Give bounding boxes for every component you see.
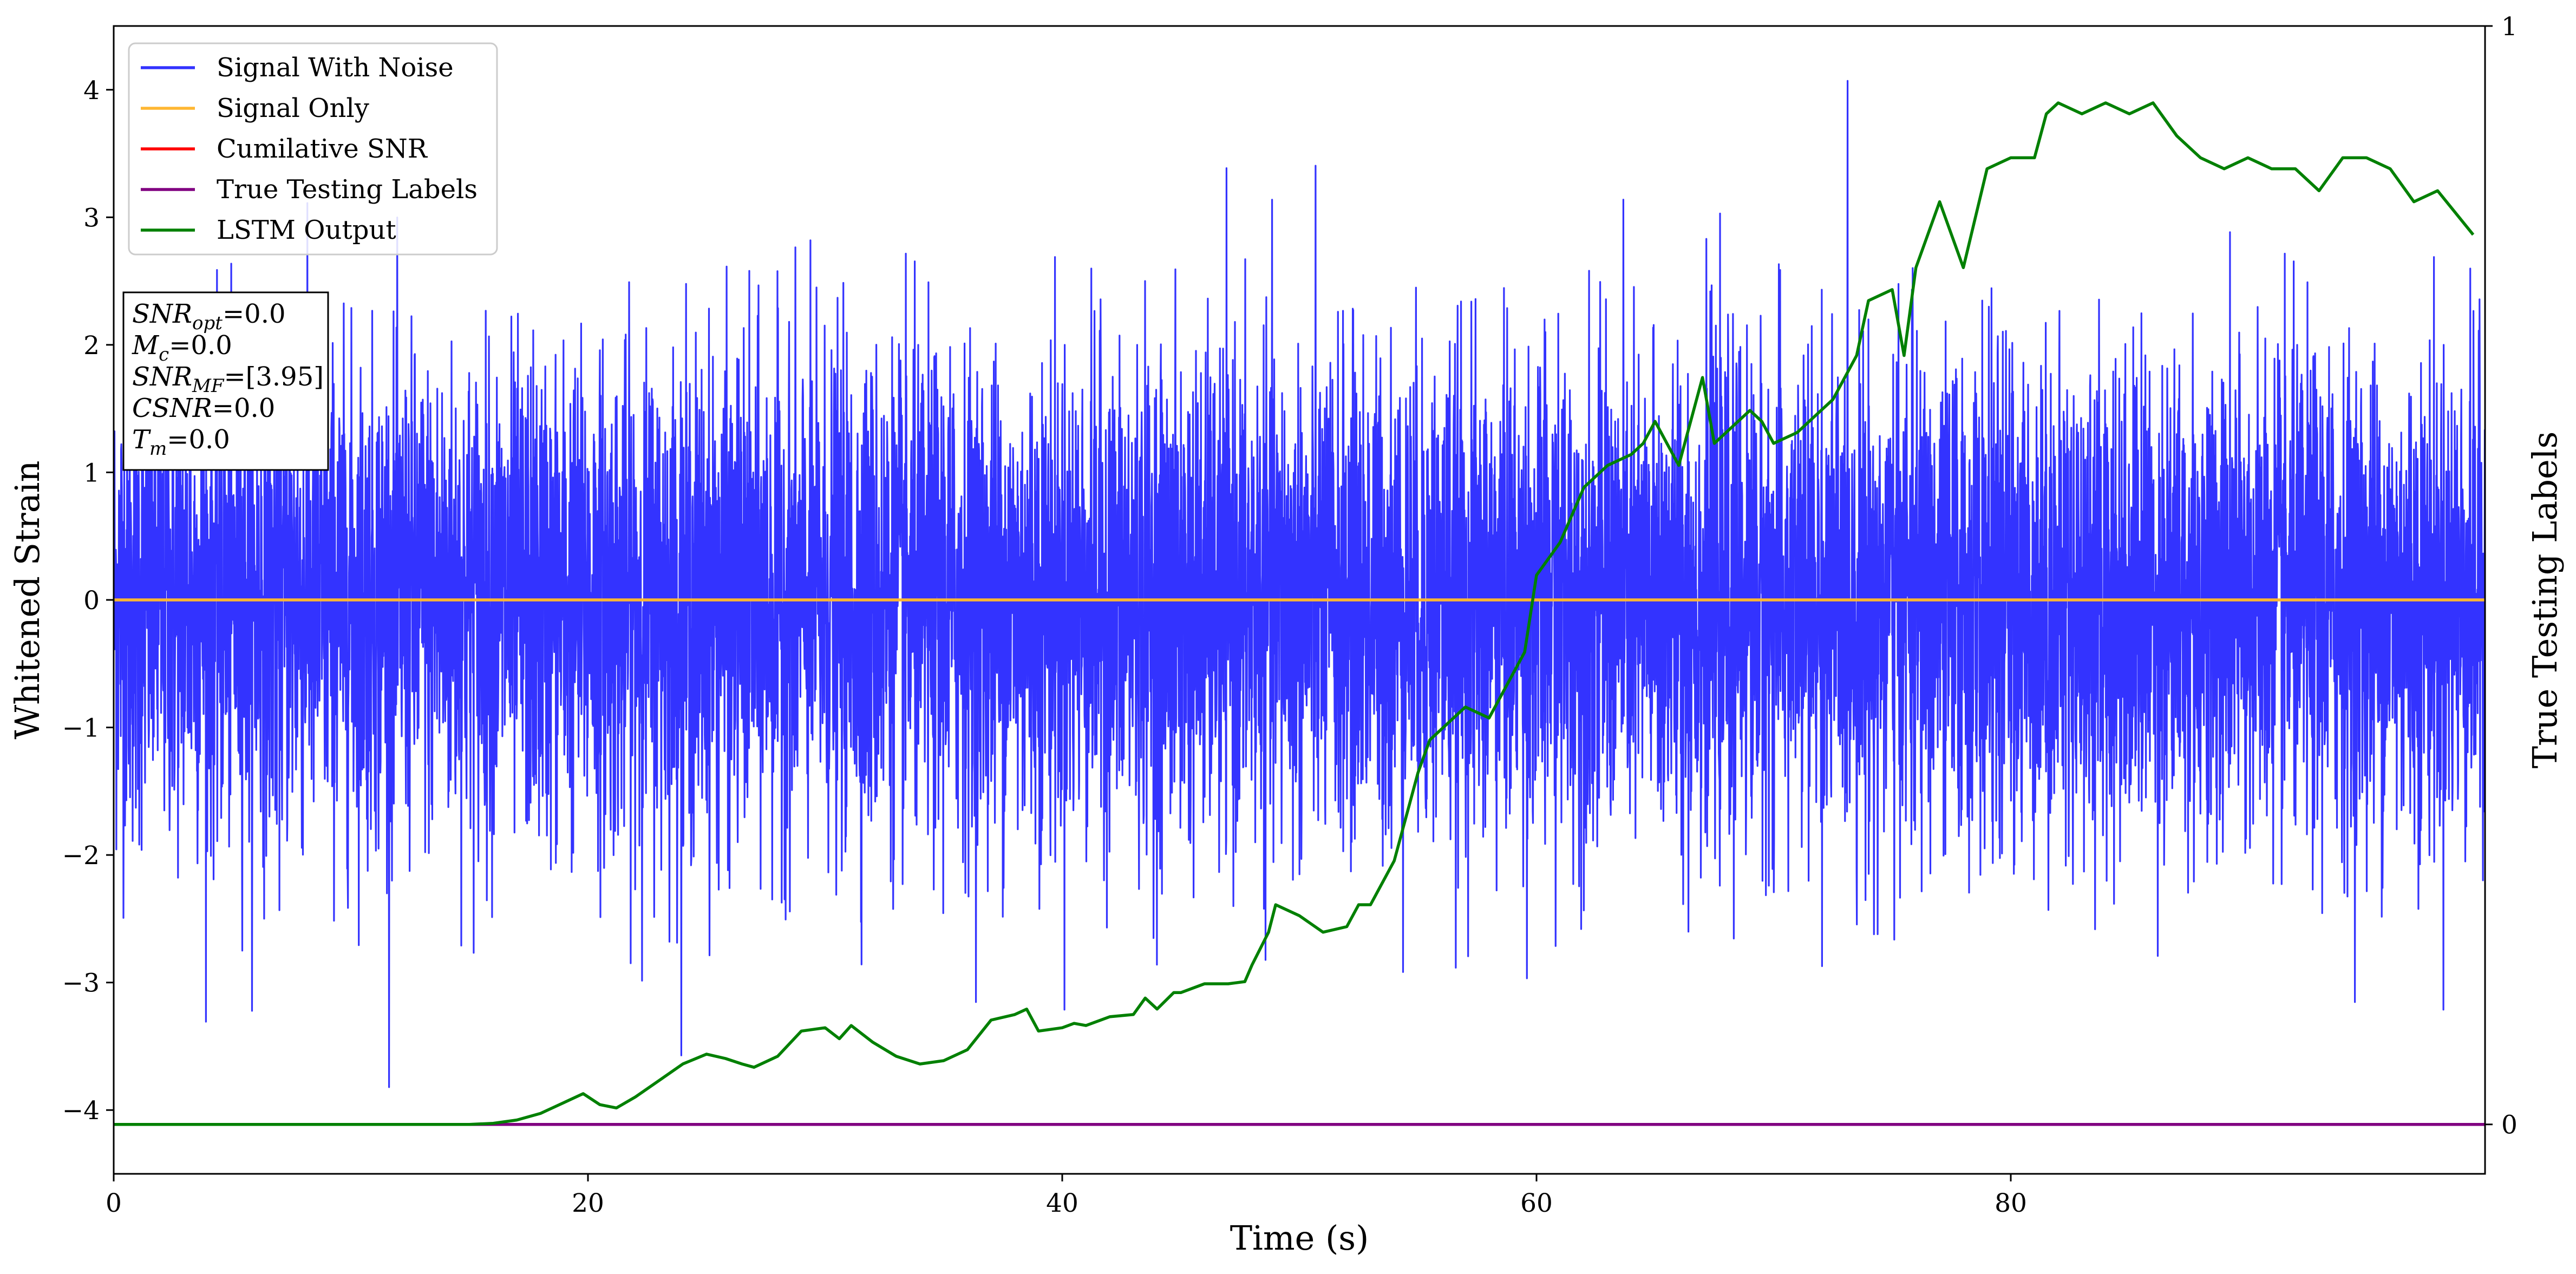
- annotation-line: SNRopt=0.0: [132, 299, 286, 334]
- y-tick-label: −2: [62, 841, 100, 871]
- legend-label: Signal With Noise: [217, 53, 454, 83]
- lstm-output-line: [114, 101, 2475, 1126]
- parameter-annotation-box: SNRopt=0.0Mc=0.0SNRMF=[3.95]CSNR=0.0Tm=0…: [122, 291, 329, 471]
- signal-with-noise-series: [114, 80, 2485, 1088]
- y-tick-label: −4: [62, 1096, 100, 1126]
- x-tick-label: 40: [1046, 1188, 1078, 1218]
- annotation-line: Tm=0.0: [132, 424, 230, 460]
- x-tick-label: 60: [1520, 1188, 1553, 1218]
- y-tick-label: 1: [83, 458, 100, 488]
- y2-tick-label: 1: [2501, 12, 2518, 42]
- y-tick-label: 4: [83, 76, 100, 106]
- legend-label: True Testing Labels: [217, 174, 478, 205]
- annotation-line: Mc=0.0: [132, 330, 232, 365]
- annotation-line: SNRMF=[3.95]: [132, 362, 324, 397]
- legend: Signal With Noise Signal Only Cumilative S…: [128, 42, 498, 256]
- y-tick-label: −1: [62, 714, 100, 743]
- annotation-line: CSNR=0.0: [132, 393, 275, 423]
- x-tick-label: 20: [572, 1188, 604, 1218]
- y-tick-label: −3: [62, 969, 100, 998]
- x-axis-title: Time (s): [1230, 1218, 1369, 1258]
- y-axis-title: Whitened Strain: [8, 461, 47, 740]
- annotation-frame: [122, 291, 329, 471]
- y2-tick-label: 0: [2501, 1110, 2518, 1140]
- noise-line: [114, 80, 2485, 1088]
- legend-label: Signal Only: [217, 93, 369, 123]
- legend-label: Cumilative SNR: [217, 134, 428, 164]
- y2-axis-title: True Testing Labels: [2525, 432, 2565, 769]
- x-tick-label: 0: [106, 1188, 122, 1218]
- legend-frame: [128, 42, 498, 256]
- y-tick-label: 0: [83, 586, 100, 616]
- y-tick-label: 3: [83, 203, 100, 233]
- line-series-layer: [114, 101, 2485, 1126]
- x-tick-label: 80: [1995, 1188, 2027, 1218]
- legend-label: LSTM Output: [217, 215, 396, 245]
- y-tick-label: 2: [83, 331, 100, 361]
